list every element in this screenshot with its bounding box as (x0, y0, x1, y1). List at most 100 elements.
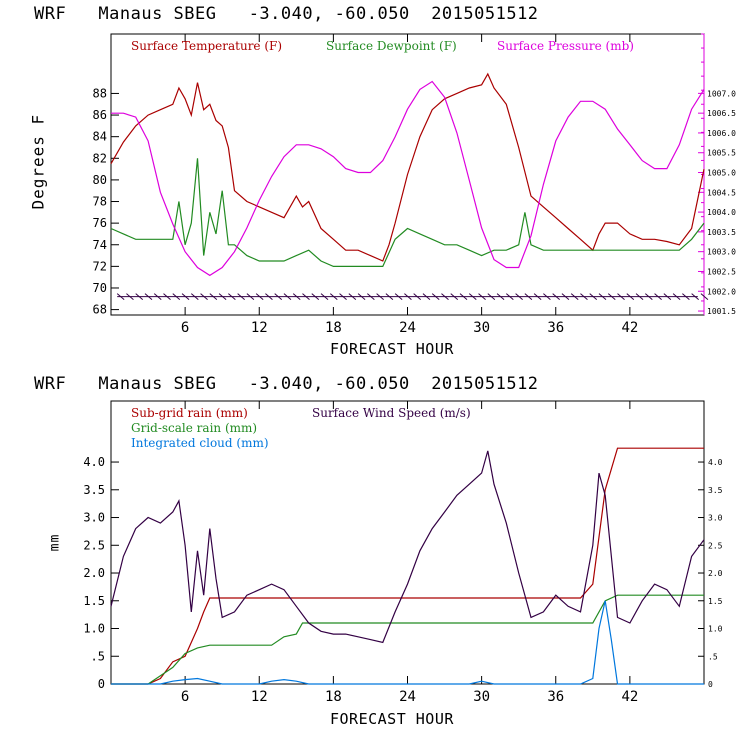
wind-barb (691, 293, 699, 301)
wind-barb (468, 293, 477, 301)
wind-barb (561, 293, 570, 301)
wind-barb (431, 293, 440, 301)
y-right-tick-label-top: 1005.5 (707, 149, 736, 158)
y-tick-label-bottom: 4.0 (83, 455, 105, 469)
y-tick-label-top: 78 (93, 195, 107, 209)
wind-barb (441, 293, 449, 301)
wind-barb (329, 293, 338, 301)
wind-barb (682, 293, 690, 301)
wind-barb (450, 293, 459, 301)
y-right-tick-label-top: 1001.5 (707, 307, 736, 316)
wind-barb (172, 293, 181, 301)
y-tick-label-bottom: 1.0 (83, 622, 105, 636)
y-right-tick-label-bottom: 2.0 (708, 569, 723, 578)
legend-entry-bottom: Grid-scale rain (mm) (131, 421, 257, 435)
legend-entry-top: Surface Pressure (mb) (497, 39, 634, 53)
y-right-tick-label-bottom: .5 (708, 652, 718, 661)
y-tick-label-bottom: 3.0 (83, 511, 105, 525)
y-tick-label-bottom: 2.5 (83, 538, 105, 552)
y-right-tick-label-top: 1005.0 (707, 169, 736, 178)
gridscale-rain-line (111, 594, 704, 685)
y-right-tick-label-top: 1004.5 (707, 188, 736, 197)
y-right-tick-label-bottom: 1.0 (708, 625, 723, 634)
wind-barb (552, 293, 560, 301)
x-axis-label-bottom: FORECAST HOUR (330, 710, 454, 728)
wind-barb (135, 293, 144, 301)
wind-barb (153, 293, 162, 301)
x-tick-label-top: 24 (399, 320, 416, 336)
wind-barb (218, 293, 227, 301)
y-right-tick-label-top: 1002.0 (707, 287, 736, 296)
wind-barb (524, 293, 533, 301)
y-tick-label-top: 82 (93, 151, 107, 165)
legend-entry-bottom: Surface Wind Speed (m/s) (312, 406, 471, 420)
y-right-tick-label-top: 1006.5 (707, 109, 736, 118)
y-right-tick-label-bottom: 3.0 (708, 514, 723, 523)
wind-barb (302, 293, 310, 301)
y-right-tick-label-bottom: 2.5 (708, 541, 723, 550)
wind-barb (589, 293, 598, 301)
y-tick-label-top: 76 (93, 216, 107, 230)
y-tick-label-top: 88 (93, 86, 107, 100)
wind-barb (126, 293, 134, 301)
wind-barb (506, 293, 514, 301)
wind-barb (348, 293, 357, 301)
y-tick-label-bottom: 2.0 (83, 566, 105, 580)
y-right-tick-label-top: 1006.0 (707, 129, 736, 138)
wind-barb (700, 293, 709, 301)
subgrid-rain-line (111, 447, 704, 685)
x-axis-label-top: FORECAST HOUR (330, 340, 454, 358)
y-tick-label-top: 84 (93, 130, 107, 144)
wind-barb (663, 293, 672, 301)
x-tick-label-top: 18 (325, 320, 342, 336)
wind-barb (672, 293, 681, 301)
wind-barb (607, 293, 616, 301)
wind-barb (200, 293, 208, 301)
y-right-tick-label-bottom: 0 (708, 680, 713, 689)
wind-barb (654, 293, 662, 301)
chart-title-bottom: WRF Manaus SBEG -3.040, -60.050 20150515… (34, 374, 539, 394)
y-right-tick-label-top: 1004.0 (707, 208, 736, 217)
y-right-tick-label-bottom: 1.5 (708, 597, 723, 606)
x-tick-label-bottom: 36 (547, 689, 564, 705)
wind-speed-line (110, 450, 705, 644)
x-tick-label-top: 36 (547, 320, 564, 336)
x-tick-label-bottom: 12 (251, 689, 268, 705)
y-right-tick-label-top: 1003.0 (707, 248, 736, 257)
y-right-tick-label-bottom: 3.5 (708, 486, 723, 495)
wind-barb (394, 293, 403, 301)
wind-barb (246, 293, 255, 301)
x-tick-label-top: 6 (181, 320, 189, 336)
x-tick-label-bottom: 24 (399, 689, 416, 705)
wind-barb (292, 293, 301, 301)
wind-barb (190, 293, 199, 301)
y-right-tick-label-top: 1007.0 (707, 89, 736, 98)
wind-barb (320, 293, 329, 301)
y-tick-label-top: 68 (93, 303, 107, 317)
pressure-line (111, 80, 705, 277)
wind-barb (580, 293, 588, 301)
wind-barb (209, 293, 218, 301)
wind-barb (598, 293, 607, 301)
integrated-cloud-line (111, 600, 704, 685)
legend-entry-top: Surface Dewpoint (F) (326, 39, 457, 53)
wind-barb (376, 293, 384, 301)
y-tick-label-top: 74 (93, 238, 107, 252)
y-right-tick-label-top: 1003.5 (707, 228, 736, 237)
x-tick-label-bottom: 18 (325, 689, 342, 705)
wind-barb (367, 293, 375, 301)
wind-barb (515, 293, 523, 301)
x-tick-label-bottom: 6 (181, 689, 189, 705)
wind-barb (635, 293, 644, 301)
y-tick-label-top: 72 (93, 259, 107, 273)
wind-barb (274, 293, 283, 301)
wind-barb (255, 293, 264, 301)
wind-barb (459, 293, 468, 301)
wind-barb (617, 293, 625, 301)
wind-barb (228, 293, 236, 301)
y-tick-label-top: 80 (93, 173, 107, 187)
chart-title-top: WRF Manaus SBEG -3.040, -60.050 20150515… (34, 4, 539, 24)
wind-barb (570, 293, 579, 301)
y-tick-label-bottom: 1.5 (83, 594, 105, 608)
